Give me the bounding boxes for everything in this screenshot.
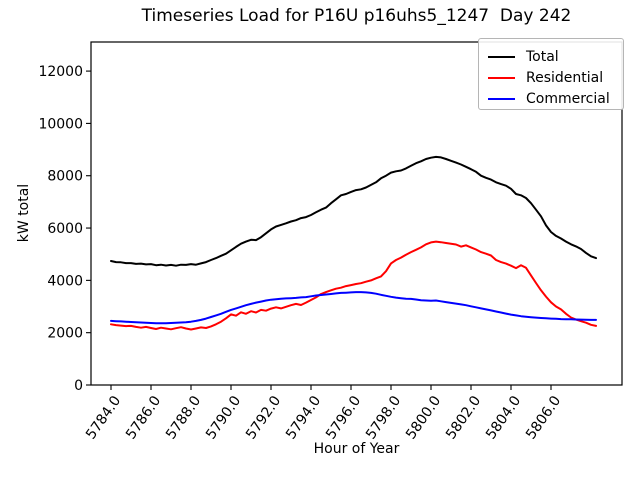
series-line-commercial	[110, 291, 597, 325]
x-tick-label: 5800.0	[403, 393, 444, 442]
y-tick-label: 6000	[47, 221, 83, 237]
legend-line-sample	[488, 76, 515, 79]
legend-label: Residential	[526, 69, 604, 86]
x-tick-label: 5788.0	[163, 393, 204, 442]
y-axis-label: kW total	[16, 183, 32, 243]
x-tick-label: 5804.0	[483, 393, 524, 442]
series-line-total	[110, 155, 597, 267]
legend-entry-total: Total	[488, 46, 614, 67]
x-tick-label: 5794.0	[283, 393, 324, 442]
legend-label: Commercial	[526, 90, 610, 107]
legend-line-sample	[488, 55, 515, 58]
y-tick-label: 2000	[47, 326, 83, 342]
series-line-residential	[110, 240, 597, 331]
x-tick-label: 5790.0	[203, 393, 244, 442]
legend-entry-residential: Residential	[488, 67, 614, 88]
x-tick-label: 5784.0	[83, 393, 124, 442]
x-tick-label: 5806.0	[523, 393, 564, 442]
x-tick-label: 5796.0	[323, 393, 364, 442]
x-tick-label: 5786.0	[123, 393, 164, 442]
legend-line-sample	[488, 97, 515, 100]
y-tick-label: 4000	[47, 273, 83, 289]
x-axis-label: Hour of Year	[313, 441, 400, 457]
legend-label: Total	[526, 48, 559, 65]
legend-entry-commercial: Commercial	[488, 88, 614, 109]
x-tick-label: 5792.0	[243, 393, 284, 442]
x-tick-label: 5802.0	[443, 393, 484, 442]
chart-title: Timeseries Load for P16U p16uhs5_1247 Da…	[141, 6, 572, 26]
y-tick-label: 12000	[38, 64, 83, 80]
y-tick-label: 10000	[38, 116, 83, 132]
y-tick-label: 0	[74, 378, 83, 394]
legend: Total Residential Commercial	[478, 38, 624, 110]
axes-box	[90, 41, 623, 386]
x-tick-label: 5798.0	[363, 393, 404, 442]
y-tick-label: 8000	[47, 169, 83, 185]
